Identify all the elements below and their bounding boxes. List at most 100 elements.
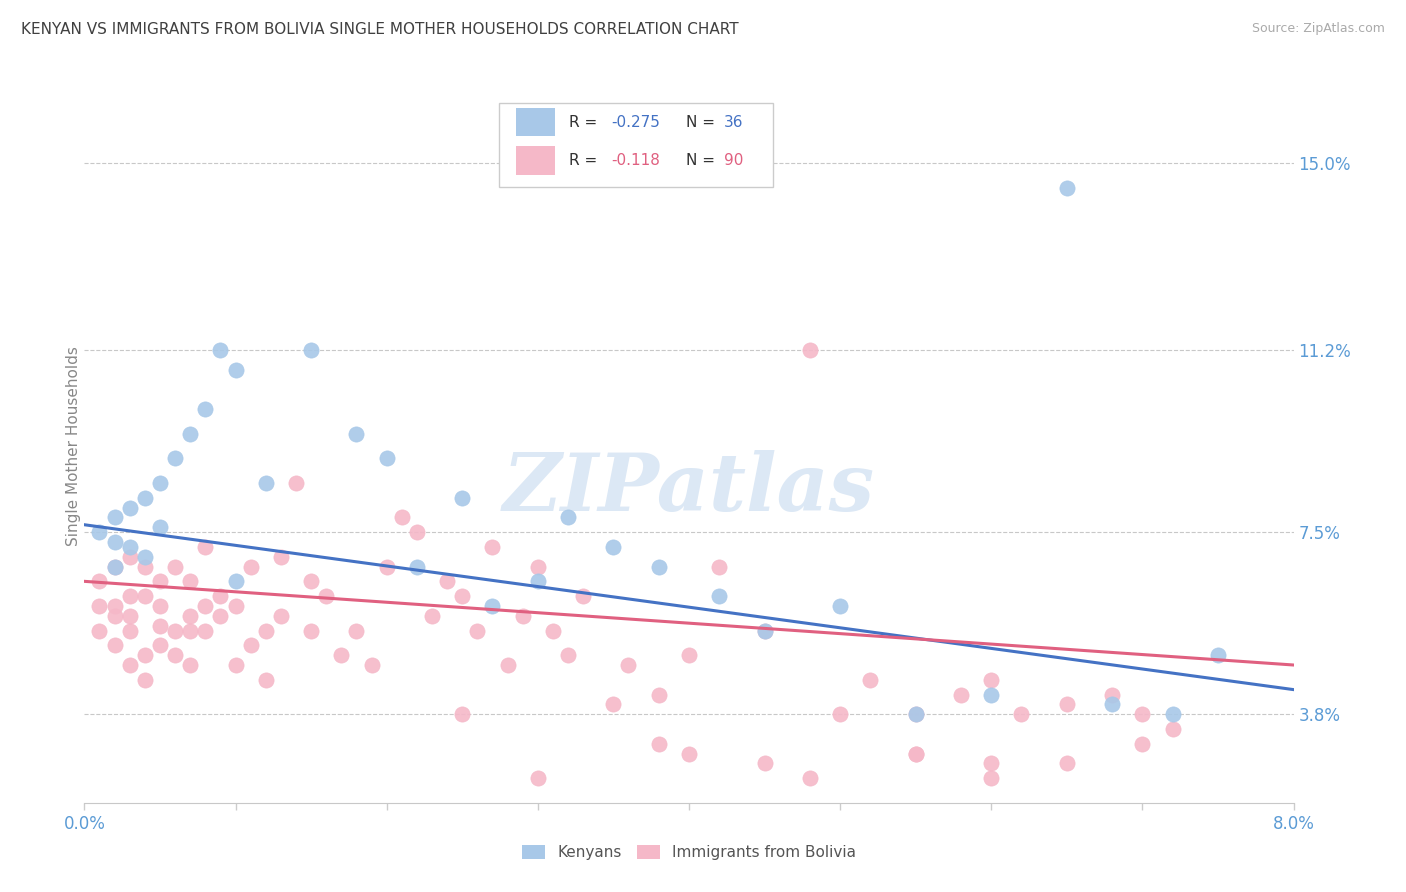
Point	[1132, 737, 1154, 751]
Point	[104, 559, 127, 574]
Point	[118, 624, 141, 638]
Point	[118, 658, 141, 673]
Point	[134, 549, 156, 564]
Point	[118, 540, 141, 554]
Point	[1056, 756, 1078, 771]
Point	[270, 549, 292, 564]
Point	[1011, 707, 1033, 722]
Text: R =: R =	[569, 115, 603, 129]
Point	[104, 638, 127, 652]
Point	[481, 540, 503, 554]
Text: 90: 90	[724, 153, 744, 168]
Point	[754, 624, 776, 638]
Point	[179, 426, 201, 441]
Text: Source: ZipAtlas.com: Source: ZipAtlas.com	[1251, 22, 1385, 36]
Point	[648, 688, 671, 702]
Point	[830, 599, 852, 613]
Point	[104, 535, 127, 549]
Point	[179, 574, 201, 589]
Point	[391, 510, 413, 524]
Point	[496, 658, 519, 673]
Point	[165, 624, 187, 638]
Point	[527, 574, 550, 589]
Point	[179, 608, 201, 623]
Point	[165, 451, 187, 466]
Point	[467, 624, 489, 638]
Point	[1161, 722, 1184, 736]
Point	[541, 624, 564, 638]
Point	[254, 624, 277, 638]
Point	[254, 475, 277, 490]
Point	[678, 648, 700, 662]
Point	[299, 624, 322, 638]
Point	[617, 658, 640, 673]
Point	[481, 599, 503, 613]
Point	[1056, 180, 1078, 194]
Point	[118, 549, 141, 564]
Point	[1056, 698, 1078, 712]
Point	[346, 624, 368, 638]
Point	[299, 574, 322, 589]
Point	[1101, 698, 1123, 712]
Point	[648, 737, 671, 751]
Point	[678, 747, 700, 761]
Text: -0.118: -0.118	[612, 153, 661, 168]
Point	[149, 520, 172, 534]
Text: -0.275: -0.275	[612, 115, 661, 129]
Point	[118, 589, 141, 603]
Point	[118, 608, 141, 623]
Point	[225, 362, 247, 376]
Point	[1206, 648, 1229, 662]
Point	[980, 756, 1002, 771]
Point	[904, 747, 927, 761]
Point	[134, 673, 156, 687]
Point	[980, 771, 1002, 785]
Point	[104, 559, 127, 574]
Text: N =: N =	[686, 153, 720, 168]
Point	[134, 648, 156, 662]
Text: 36: 36	[724, 115, 744, 129]
Point	[270, 608, 292, 623]
Point	[1132, 707, 1154, 722]
Point	[799, 343, 821, 357]
Point	[194, 402, 217, 417]
Point	[239, 638, 262, 652]
Text: ZIPatlas: ZIPatlas	[503, 450, 875, 527]
Point	[527, 559, 550, 574]
Point	[194, 624, 217, 638]
Point	[225, 574, 247, 589]
Point	[285, 475, 308, 490]
Point	[904, 707, 927, 722]
Point	[104, 510, 127, 524]
Point	[754, 624, 776, 638]
Point	[709, 589, 731, 603]
Point	[859, 673, 882, 687]
Point	[149, 574, 172, 589]
Point	[406, 525, 429, 540]
Point	[134, 589, 156, 603]
Point	[572, 589, 595, 603]
Point	[980, 688, 1002, 702]
Legend: Kenyans, Immigrants from Bolivia: Kenyans, Immigrants from Bolivia	[516, 839, 862, 866]
Point	[527, 771, 550, 785]
Point	[375, 559, 398, 574]
Point	[1101, 688, 1123, 702]
Point	[179, 658, 201, 673]
Point	[179, 624, 201, 638]
Point	[118, 500, 141, 515]
Point	[254, 673, 277, 687]
Point	[950, 688, 973, 702]
Point	[104, 599, 127, 613]
Point	[904, 747, 927, 761]
Point	[557, 510, 579, 524]
Point	[648, 559, 671, 574]
Point	[1161, 707, 1184, 722]
Point	[209, 589, 232, 603]
Point	[375, 451, 398, 466]
Point	[299, 343, 322, 357]
Point	[315, 589, 337, 603]
Point	[360, 658, 382, 673]
Point	[134, 559, 156, 574]
Point	[149, 475, 172, 490]
Point	[436, 574, 458, 589]
